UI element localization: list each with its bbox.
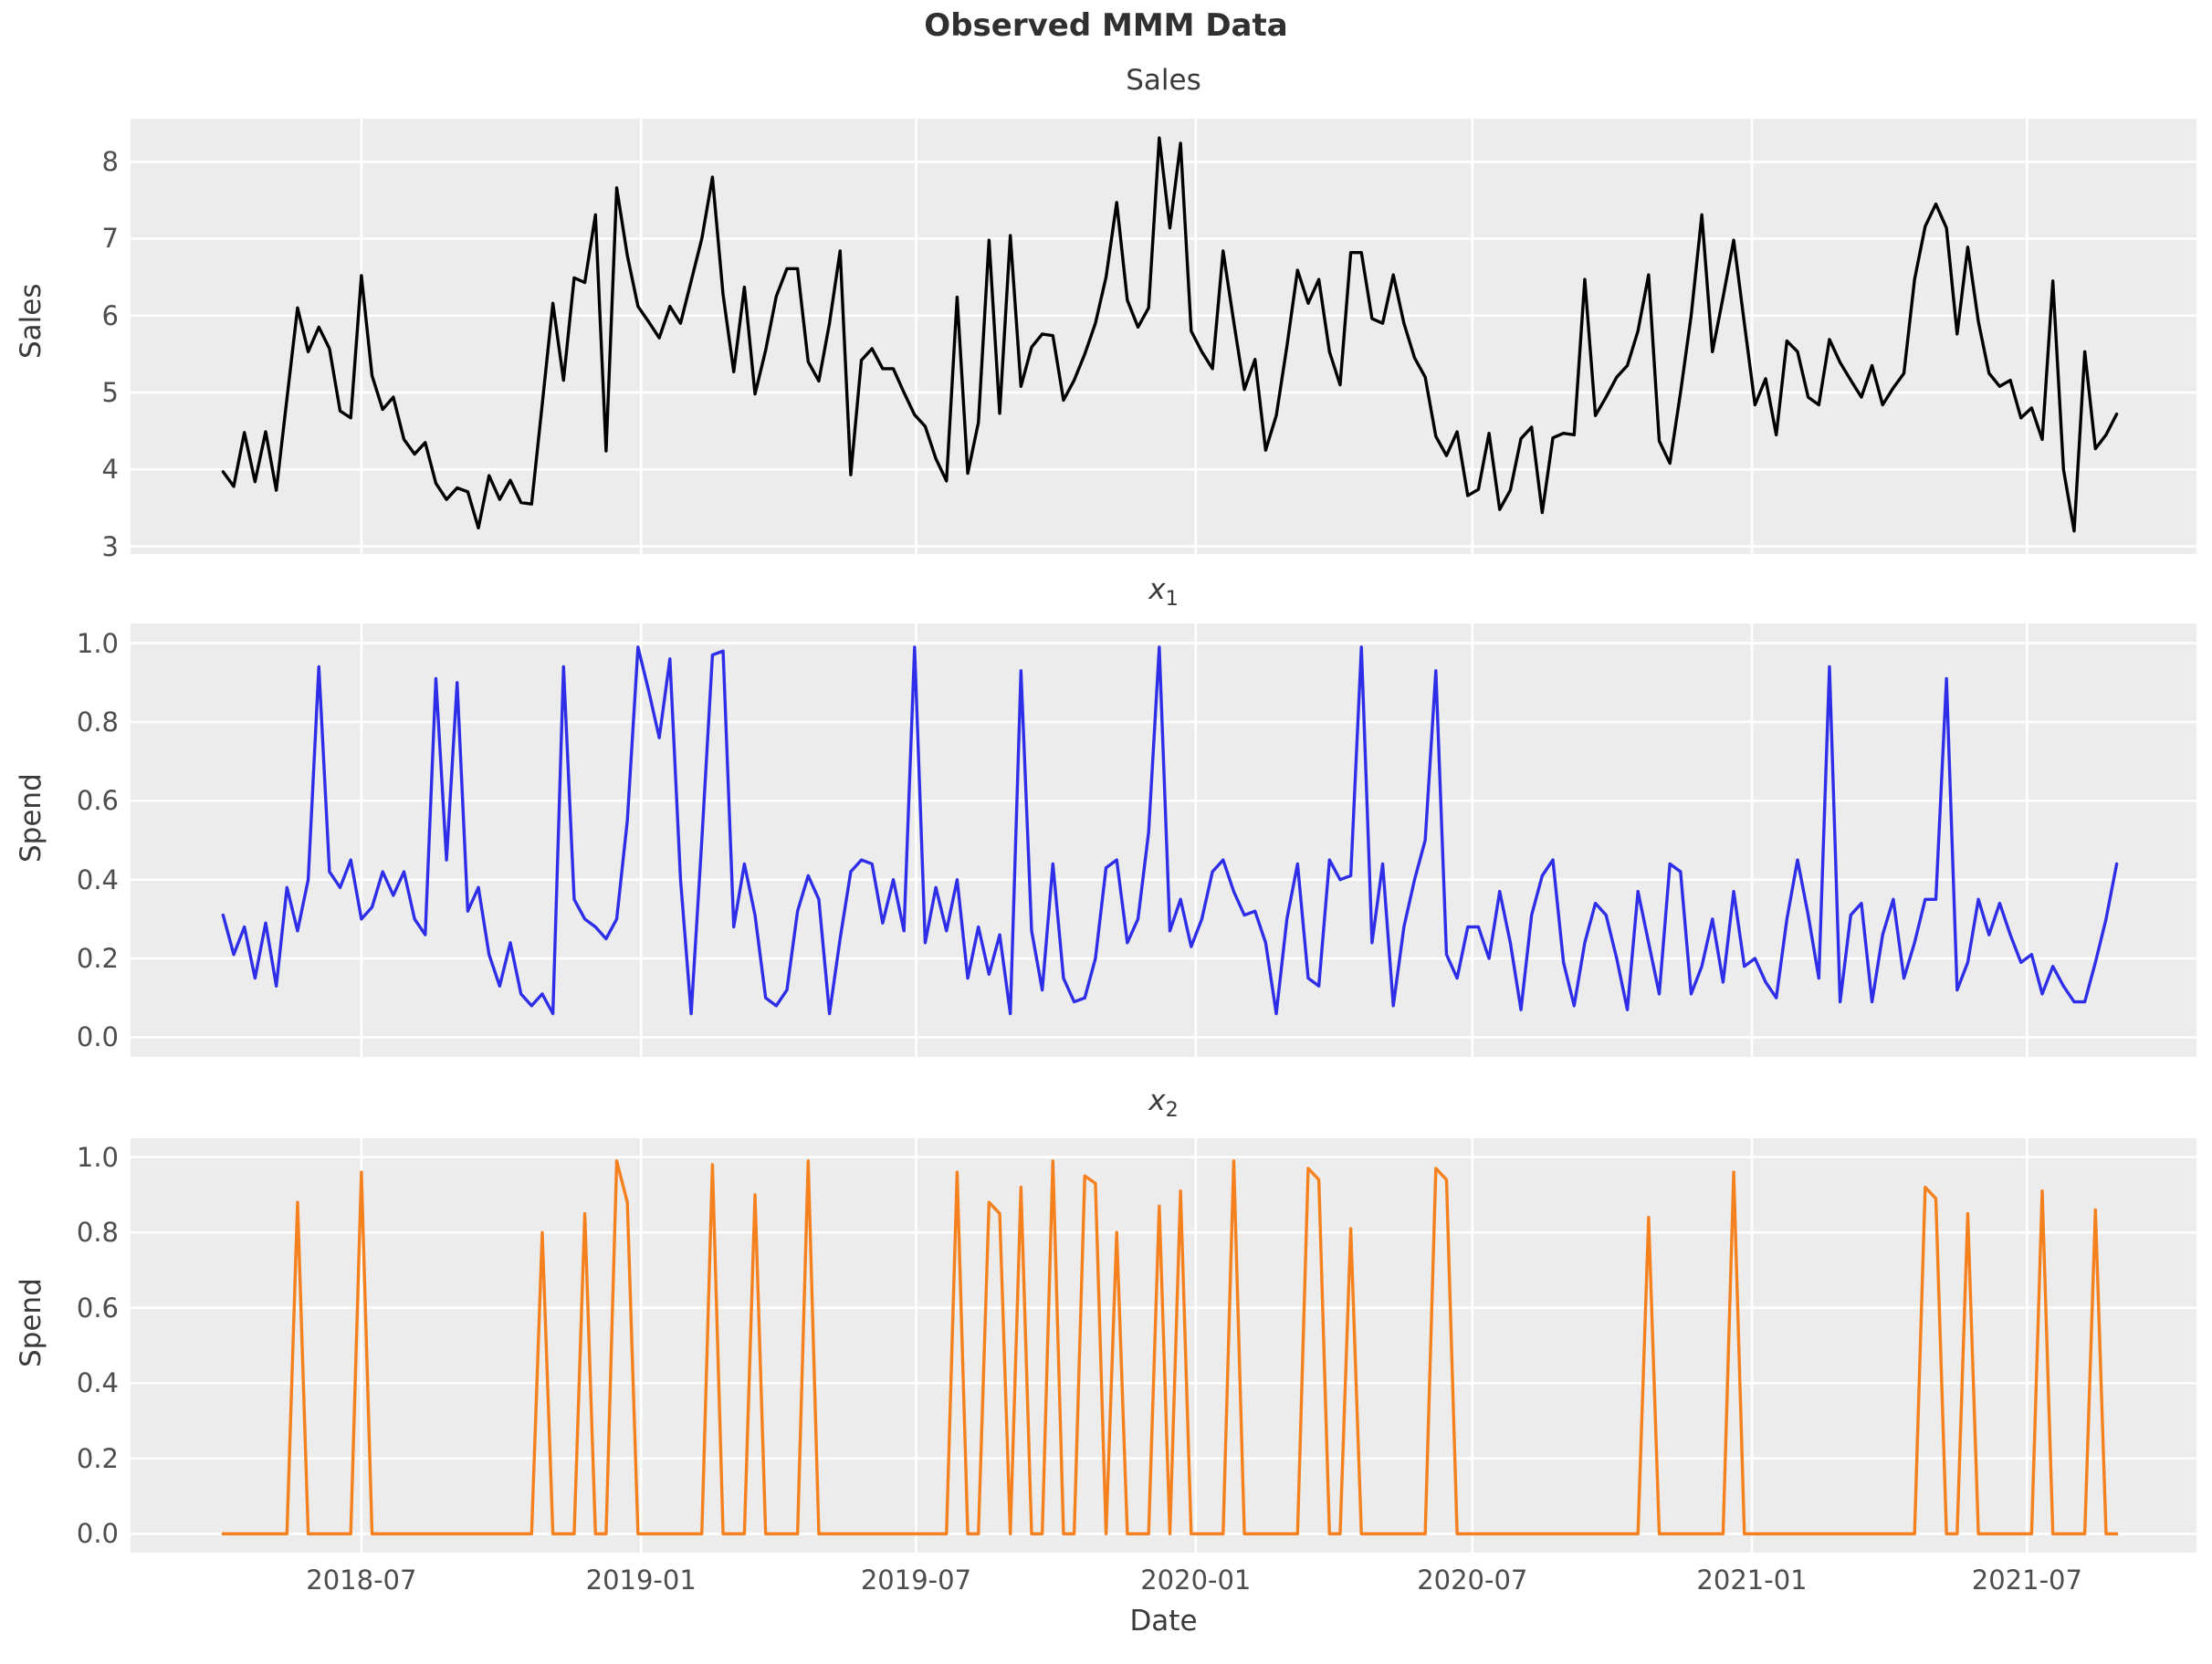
y-axis-label-x1: Spend	[15, 773, 47, 863]
y-tick-x2-0.4: 0.4	[76, 1367, 119, 1399]
y-tick-x2-1.0: 1.0	[76, 1141, 119, 1173]
series-line-sales	[223, 138, 2116, 531]
plot-area-sales	[131, 119, 2196, 554]
subplot-canvas-sales	[131, 119, 2196, 554]
y-tick-sales-3: 3	[101, 530, 119, 562]
x-tick-2019-07: 2019-07	[860, 1565, 972, 1596]
y-tick-x1-0.4: 0.4	[76, 863, 119, 895]
y-tick-x1-0.2: 0.2	[76, 943, 119, 975]
y-tick-x1-0.8: 0.8	[76, 706, 119, 738]
y-tick-x2-0.0: 0.0	[76, 1518, 119, 1550]
subplot-title-x1: x1	[131, 573, 2196, 611]
series-line-x1	[223, 647, 2116, 1014]
subplot-canvas-x2	[131, 1138, 2196, 1553]
y-tick-sales-8: 8	[101, 146, 119, 178]
subplot-canvas-x1	[131, 623, 2196, 1057]
y-tick-x2-0.2: 0.2	[76, 1442, 119, 1474]
y-tick-x1-0.6: 0.6	[76, 785, 119, 817]
x-axis-label: Date	[1129, 1605, 1198, 1638]
x-tick-2020-01: 2020-01	[1140, 1565, 1252, 1596]
y-tick-sales-5: 5	[101, 377, 119, 409]
y-tick-x1-0.0: 0.0	[76, 1021, 119, 1053]
x-tick-2018-07: 2018-07	[306, 1565, 417, 1596]
y-tick-sales-4: 4	[101, 454, 119, 486]
y-axis-label-x2: Spend	[15, 1278, 47, 1367]
plot-area-x2	[131, 1138, 2196, 1553]
subplot-title-x2-sub: 2	[1165, 1098, 1179, 1123]
y-tick-sales-7: 7	[101, 223, 119, 255]
subplot-title-x1-base: x	[1148, 573, 1166, 606]
x-tick-2021-07: 2021-07	[1971, 1565, 2082, 1596]
x-tick-2020-07: 2020-07	[1417, 1565, 1528, 1596]
subplot-title-x1-sub: 1	[1165, 587, 1179, 612]
subplot-title-x2-base: x	[1148, 1084, 1166, 1117]
x-tick-2021-01: 2021-01	[1696, 1565, 1808, 1596]
y-tick-x2-0.6: 0.6	[76, 1292, 119, 1324]
y-tick-x2-0.8: 0.8	[76, 1217, 119, 1249]
subplot-title-sales-text: Sales	[1126, 64, 1201, 97]
x-tick-2019-01: 2019-01	[585, 1565, 697, 1596]
subplot-title-sales: Sales	[131, 64, 2196, 97]
y-tick-x1-1.0: 1.0	[76, 627, 119, 659]
subplot-title-x2: x2	[131, 1084, 2196, 1122]
series-line-x2	[223, 1161, 2116, 1534]
figure-title: Observed MMM Data	[924, 7, 1288, 44]
plot-area-x1	[131, 623, 2196, 1057]
y-tick-sales-6: 6	[101, 299, 119, 331]
